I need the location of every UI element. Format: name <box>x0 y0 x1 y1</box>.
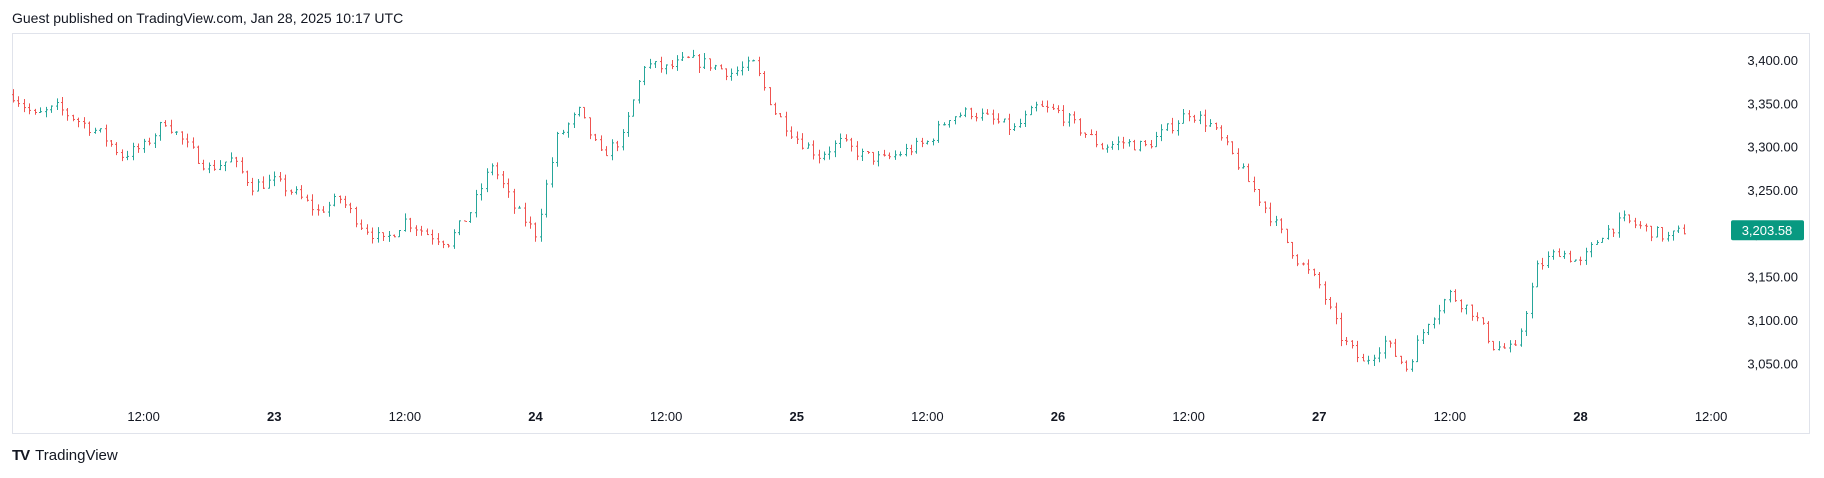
tradingview-brand[interactable]: TV TradingView <box>12 447 118 464</box>
x-tick-label: 26 <box>1051 409 1065 424</box>
last-price-marker: 3,203.58 <box>1731 220 1804 241</box>
y-tick-label: 3,400.00 <box>1747 53 1798 68</box>
x-tick-label: 12:00 <box>127 409 160 424</box>
x-tick-label: 12:00 <box>1695 409 1728 424</box>
y-tick-label: 3,050.00 <box>1747 356 1798 371</box>
x-tick-label: 24 <box>528 409 543 424</box>
x-tick-label: 12:00 <box>1434 409 1467 424</box>
price-axis[interactable]: 3,050.003,100.003,150.003,200.003,250.00… <box>1747 53 1798 371</box>
x-tick-label: 12:00 <box>650 409 683 424</box>
last-price-label: 3,203.58 <box>1742 223 1793 238</box>
x-tick-label: 12:00 <box>911 409 944 424</box>
x-tick-label: 28 <box>1573 409 1587 424</box>
published-info: Guest published on TradingView.com, Jan … <box>12 10 404 26</box>
x-tick-label: 12:00 <box>389 409 422 424</box>
brand-name: TradingView <box>35 447 118 464</box>
x-tick-label: 23 <box>267 409 281 424</box>
time-axis[interactable]: 12:00 23 12:00 24 12:00 25 12:00 26 12:00 27 12:00… <box>127 409 1727 424</box>
candle-series <box>12 49 1686 372</box>
tradingview-logo-icon: TV <box>12 447 30 464</box>
last-price-badge <box>1731 220 1804 241</box>
x-tick-label: 12:00 <box>1172 409 1205 424</box>
chart-frame[interactable] <box>12 33 1810 434</box>
x-tick-label: 25 <box>790 409 804 424</box>
y-tick-label: 3,350.00 <box>1747 96 1798 111</box>
y-tick-label: 3,100.00 <box>1747 313 1798 328</box>
x-tick-label: 27 <box>1312 409 1326 424</box>
y-tick-label: 3,300.00 <box>1747 140 1798 155</box>
y-tick-label: 3,250.00 <box>1747 183 1798 198</box>
y-tick-label: 3,150.00 <box>1747 270 1798 285</box>
